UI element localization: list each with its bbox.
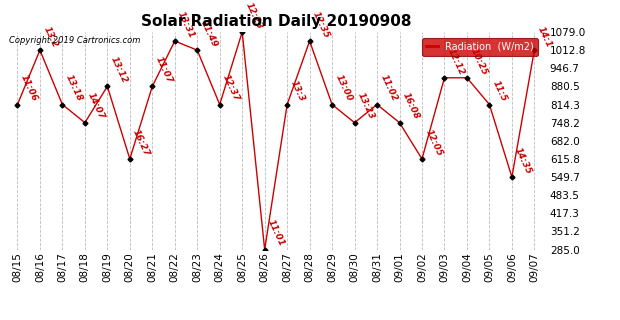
Text: 14:1: 14:1 <box>536 25 554 49</box>
Text: 16:27: 16:27 <box>131 128 151 157</box>
Text: 13:31: 13:31 <box>176 10 197 40</box>
Text: 13:23: 13:23 <box>356 92 376 121</box>
Text: 12:37: 12:37 <box>221 73 241 103</box>
Text: Copyright 2019 Cartronics.com: Copyright 2019 Cartronics.com <box>9 36 140 45</box>
Text: 11:5: 11:5 <box>491 79 508 103</box>
Text: 13:2: 13:2 <box>42 25 59 49</box>
Text: 11:01: 11:01 <box>266 219 286 248</box>
Text: 16:08: 16:08 <box>401 92 421 121</box>
Text: 12:23: 12:23 <box>244 1 264 31</box>
Text: 11:02: 11:02 <box>378 73 399 103</box>
Text: 13:12: 13:12 <box>108 55 129 85</box>
Text: 10:25: 10:25 <box>468 47 489 76</box>
Text: 11:49: 11:49 <box>198 19 219 49</box>
Text: 13:3: 13:3 <box>288 79 306 103</box>
Text: 12:35: 12:35 <box>311 10 331 40</box>
Legend: Radiation  (W/m2): Radiation (W/m2) <box>422 38 538 56</box>
Text: 14:07: 14:07 <box>86 92 107 121</box>
Text: 11:06: 11:06 <box>19 73 39 103</box>
Text: 12:12: 12:12 <box>446 47 466 76</box>
Title: Solar Radiation Daily 20190908: Solar Radiation Daily 20190908 <box>141 14 411 29</box>
Text: 12:05: 12:05 <box>423 128 444 157</box>
Text: 13:18: 13:18 <box>64 73 84 103</box>
Text: 13:00: 13:00 <box>334 73 354 103</box>
Text: 14:35: 14:35 <box>513 146 534 176</box>
Text: 11:07: 11:07 <box>154 55 174 85</box>
